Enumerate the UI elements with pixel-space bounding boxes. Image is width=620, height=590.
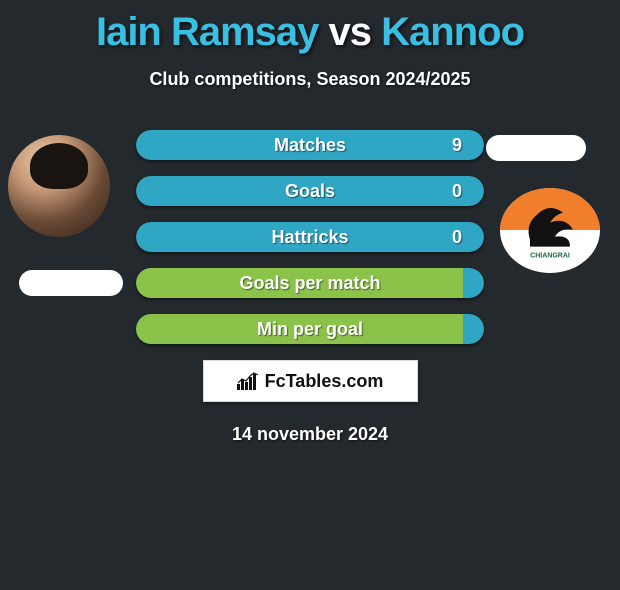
stat-row: Goals per match	[136, 268, 484, 298]
crest-text: CHIANGRAI	[530, 252, 570, 259]
stat-row: Matches 9	[136, 130, 484, 160]
player-left-club-pill	[19, 270, 123, 296]
title-vs: vs	[329, 10, 372, 54]
stat-row: Hattricks 0	[136, 222, 484, 252]
player-left-avatar	[8, 135, 110, 237]
stat-label: Goals per match	[239, 273, 380, 293]
stat-label: Goals	[285, 181, 335, 201]
page-title: Iain Ramsay vs Kannoo	[0, 10, 620, 55]
bar-chart-icon	[237, 372, 259, 390]
stat-label: Matches	[274, 135, 346, 155]
stat-label: Hattricks	[271, 227, 348, 247]
stat-value: 9	[452, 130, 462, 160]
crest-icon: CHIANGRAI	[515, 194, 585, 264]
branding-text: FcTables.com	[265, 371, 384, 392]
stat-value: 0	[452, 176, 462, 206]
title-player-left: Iain Ramsay	[96, 10, 318, 54]
stats-block: Matches 9 Goals 0 Hattricks 0 Goals per match M…	[136, 130, 484, 344]
title-player-right: Kannoo	[381, 10, 524, 54]
stat-label: Min per goal	[257, 319, 363, 339]
stat-value: 0	[452, 222, 462, 252]
player-right-club-crest: CHIANGRAI	[500, 188, 600, 273]
branding-badge: FcTables.com	[203, 360, 418, 402]
subtitle: Club competitions, Season 2024/2025	[0, 69, 620, 90]
stat-row: Goals 0	[136, 176, 484, 206]
stat-row: Min per goal	[136, 314, 484, 344]
player-right-club-pill	[486, 135, 586, 161]
footer-date: 14 november 2024	[0, 424, 620, 445]
